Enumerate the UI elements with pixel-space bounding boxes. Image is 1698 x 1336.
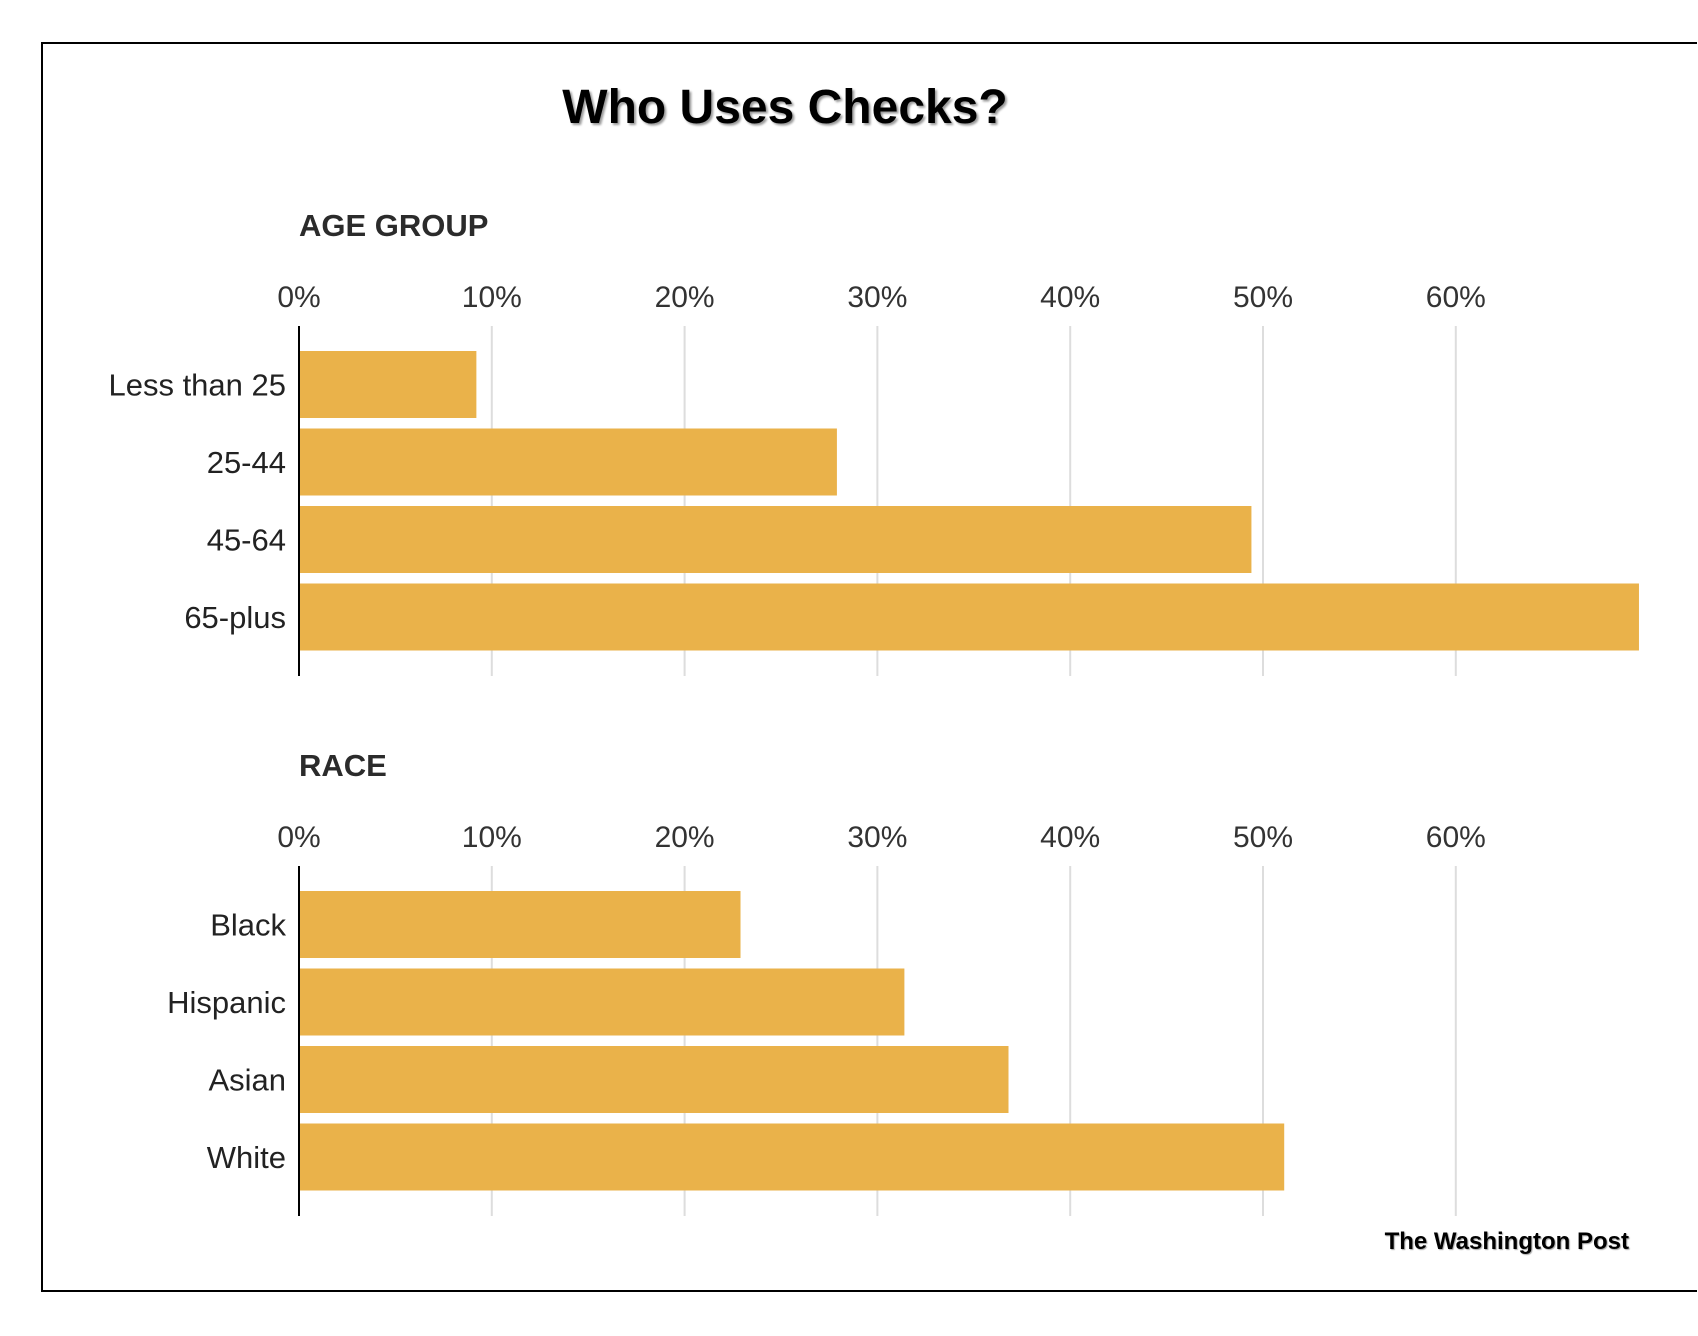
race-tick-label: 20% (655, 821, 715, 854)
source-credit: The Washington Post (1384, 1228, 1629, 1255)
age-tick-label: 10% (462, 281, 522, 314)
race-bar (299, 891, 741, 958)
race-category-label: Black (210, 908, 286, 943)
age-category-label: 45-64 (207, 523, 286, 558)
age-category-label: 25-44 (207, 445, 286, 480)
age-tick-label: 60% (1426, 281, 1486, 314)
race-category-label: White (207, 1140, 286, 1175)
race-tick-label: 50% (1233, 821, 1293, 854)
race-bar (299, 968, 905, 1036)
race-bar (299, 1046, 1009, 1113)
race-category-label: Hispanic (167, 985, 286, 1020)
race-tick-label: 30% (847, 821, 907, 854)
age-tick-label: 0% (277, 281, 320, 314)
race-section-title: RACE (299, 748, 387, 783)
age-bar (299, 428, 837, 496)
chart-title: Who Uses Checks? (562, 81, 1008, 134)
race-tick-label: 10% (462, 821, 522, 854)
race-tick-label: 40% (1040, 821, 1100, 854)
age-bar (299, 506, 1252, 573)
age-bar (299, 351, 477, 418)
age-tick-label: 30% (847, 281, 907, 314)
race-category-label: Asian (208, 1063, 286, 1098)
age-tick-label: 50% (1233, 281, 1293, 314)
race-tick-label: 0% (277, 821, 320, 854)
age-category-label: 65-plus (184, 600, 286, 635)
age-category-label: Less than 25 (108, 368, 286, 403)
race-tick-label: 60% (1426, 821, 1486, 854)
race-bar (299, 1123, 1285, 1191)
age-tick-label: 20% (655, 281, 715, 314)
age-bar (299, 583, 1639, 651)
age-tick-label: 40% (1040, 281, 1100, 314)
age-section-title: AGE GROUP (299, 208, 488, 243)
